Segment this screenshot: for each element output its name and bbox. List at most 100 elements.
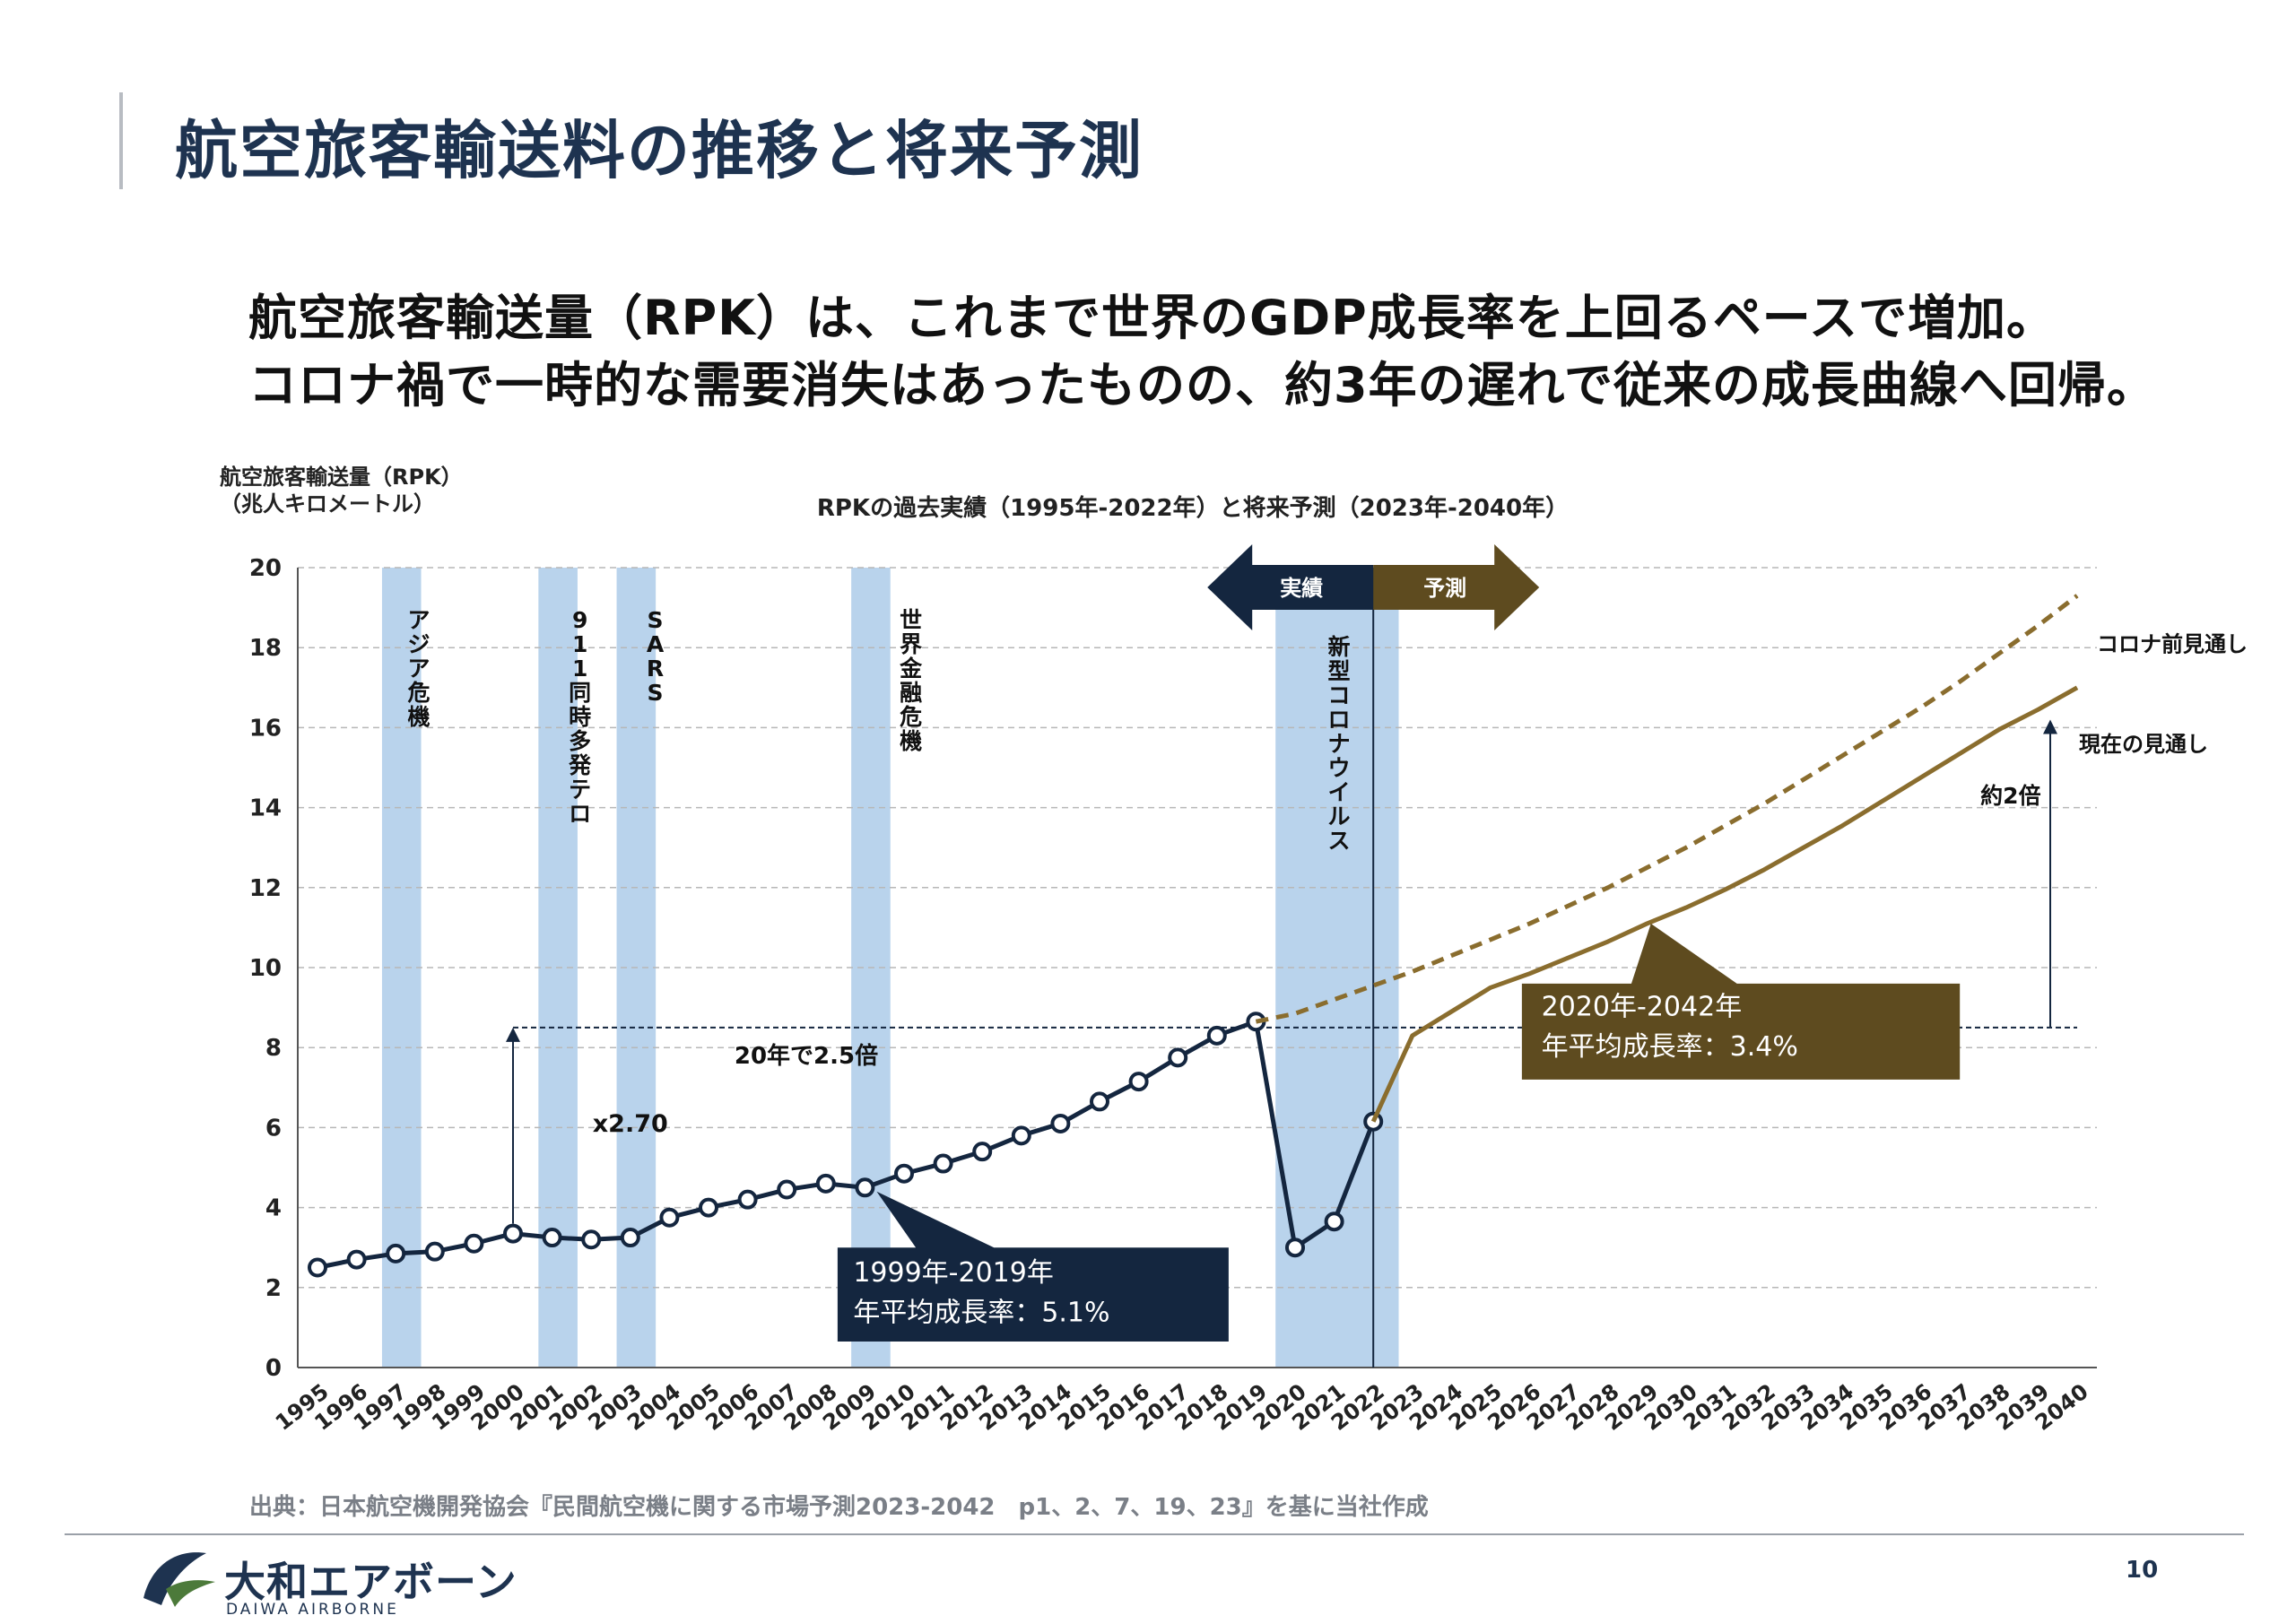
data-point <box>424 1241 445 1262</box>
lead-text-line-1: 航空旅客輸送量（RPK）は、これまで世界のGDP成長率を上回るペースで増加。 <box>248 290 2057 346</box>
y-tick-label: 12 <box>249 875 282 902</box>
x270-label: x2.70 <box>593 1110 668 1138</box>
data-point <box>308 1257 327 1278</box>
data-point <box>386 1243 406 1264</box>
data-point <box>1324 1211 1344 1232</box>
y-tick-label: 10 <box>249 955 282 982</box>
event-band-label-1-char: 1 <box>572 656 587 682</box>
event-band-label-4-char: イ <box>1327 779 1350 805</box>
event-band-label-0-char: ジ <box>407 631 430 657</box>
event-band-label-1-char: 9 <box>572 607 587 633</box>
event-band-label-1-char: テ <box>569 777 591 803</box>
event-band-label-3-char: 融 <box>900 680 922 706</box>
y-tick-label: 2 <box>265 1275 282 1302</box>
data-point <box>855 1177 875 1198</box>
daiwa-airborne-logo-icon <box>144 1552 215 1607</box>
y-tick-label: 16 <box>249 715 282 742</box>
data-point <box>1168 1047 1188 1068</box>
chart-title: RPKの過去実績（1995年-2022年）と将来予測（2023年-2040年） <box>817 494 1569 522</box>
event-band-label-3-char: 世 <box>900 607 922 633</box>
event-band-label-2-char: R <box>647 656 664 682</box>
fcst-growth-callout <box>1521 923 1961 1080</box>
event-band-label-3-char: 金 <box>899 656 923 682</box>
event-band-label-0-char: ア <box>407 607 430 633</box>
fcst-growth-period: 2020年-2042年 <box>1542 992 1743 1023</box>
event-band-label-1-char: 多 <box>569 728 591 754</box>
data-point <box>699 1197 718 1218</box>
data-point <box>1285 1238 1305 1258</box>
data-point <box>464 1233 484 1254</box>
data-point <box>972 1142 993 1162</box>
event-band-label-3-char: 界 <box>900 631 922 657</box>
event-band-label-3-char: 危 <box>900 704 922 730</box>
hist-growth-period: 1999年-2019年 <box>853 1257 1054 1289</box>
event-band-label-4-char: ス <box>1327 828 1350 854</box>
y-tick-label: 0 <box>265 1355 282 1382</box>
fcst-growth-rate: 年平均成長率：3.4% <box>1542 1031 1798 1063</box>
y-tick-label: 4 <box>265 1195 282 1222</box>
data-point <box>737 1189 758 1210</box>
data-point <box>815 1173 836 1194</box>
current-series-label: 現在の見通し <box>2079 732 2208 757</box>
event-band-label-2-char: A <box>647 631 665 657</box>
event-band-label-0-char: 機 <box>407 704 430 730</box>
y-axis-label: 航空旅客輸送量（RPK） <box>220 465 463 490</box>
data-point <box>1206 1025 1227 1046</box>
data-point <box>503 1223 523 1244</box>
lead-text-line-2: コロナ禍で一時的な需要消失はあったものの、約3年の遅れで従来の成長曲線へ回帰。 <box>248 357 2156 413</box>
data-point <box>659 1207 680 1228</box>
event-band-label-4-char: ナ <box>1327 731 1350 757</box>
event-band-label-4-char: ル <box>1327 803 1350 829</box>
data-point <box>1128 1072 1149 1092</box>
title-accent-bar <box>119 92 123 189</box>
x270-arrow-head-icon <box>506 1027 520 1042</box>
y-tick-label: 14 <box>249 795 282 822</box>
hist-growth-rate: 年平均成長率：5.1% <box>853 1298 1109 1329</box>
source-note: 出典：日本航空機開発協会『民間航空機に関する市場予測2023-2042 p1、2… <box>249 1494 1429 1521</box>
event-band-label-3-char: 機 <box>900 728 922 754</box>
y-tick-label: 6 <box>265 1115 282 1142</box>
logo-wordmark: 大和エアボーン <box>224 1558 517 1606</box>
forecast-arrow-icon <box>1373 544 1540 630</box>
data-point <box>933 1153 953 1174</box>
event-band-label-1-char: 発 <box>568 752 592 778</box>
series-line-2 <box>1370 685 2079 1123</box>
double-arrow-head-icon <box>2043 719 2057 734</box>
double-label: 約2倍 <box>1980 783 2040 809</box>
y-axis-label-unit: （兆人キロメートル） <box>220 491 435 517</box>
data-point <box>894 1163 914 1184</box>
event-band-label-1-char: ロ <box>569 801 591 827</box>
series-line-0 <box>317 1019 1376 1270</box>
event-band-label-0-char: 危 <box>407 680 430 706</box>
data-point <box>346 1249 367 1270</box>
event-band-label-4-char: ロ <box>1327 707 1350 733</box>
data-point <box>1011 1125 1031 1146</box>
logo-wordmark-en: DAIWA AIRBORNE <box>226 1601 399 1619</box>
forecast-label: 予測 <box>1423 576 1466 601</box>
data-point <box>542 1228 562 1248</box>
event-band-label-0-char: ア <box>407 656 430 682</box>
rpk-chart: 0246810121416182019951996199719981999200… <box>220 465 2248 1436</box>
footer-divider <box>65 1533 2244 1535</box>
page-number: 10 <box>2126 1557 2159 1584</box>
page-title: 航空旅客輸送料の推移と将来予測 <box>175 114 1144 187</box>
actual-arrow-icon <box>1207 544 1374 630</box>
data-point <box>777 1179 797 1200</box>
data-point <box>620 1228 640 1248</box>
data-point <box>581 1229 602 1250</box>
pre-covid-series-label: コロナ前見通し <box>2097 632 2248 657</box>
twenty-years-label: 20年で2.5倍 <box>735 1042 878 1070</box>
event-band-label-4-char: 型 <box>1327 658 1350 684</box>
hist-growth-callout <box>837 1191 1229 1342</box>
event-band-label-4-char: 新 <box>1327 634 1350 660</box>
event-band-label-2-char: S <box>648 680 664 706</box>
data-point <box>1050 1113 1071 1133</box>
y-tick-label: 20 <box>249 555 282 582</box>
data-point <box>1090 1091 1109 1112</box>
event-band-label-1-char: 同 <box>569 680 591 706</box>
actual-label: 実績 <box>1280 576 1323 601</box>
